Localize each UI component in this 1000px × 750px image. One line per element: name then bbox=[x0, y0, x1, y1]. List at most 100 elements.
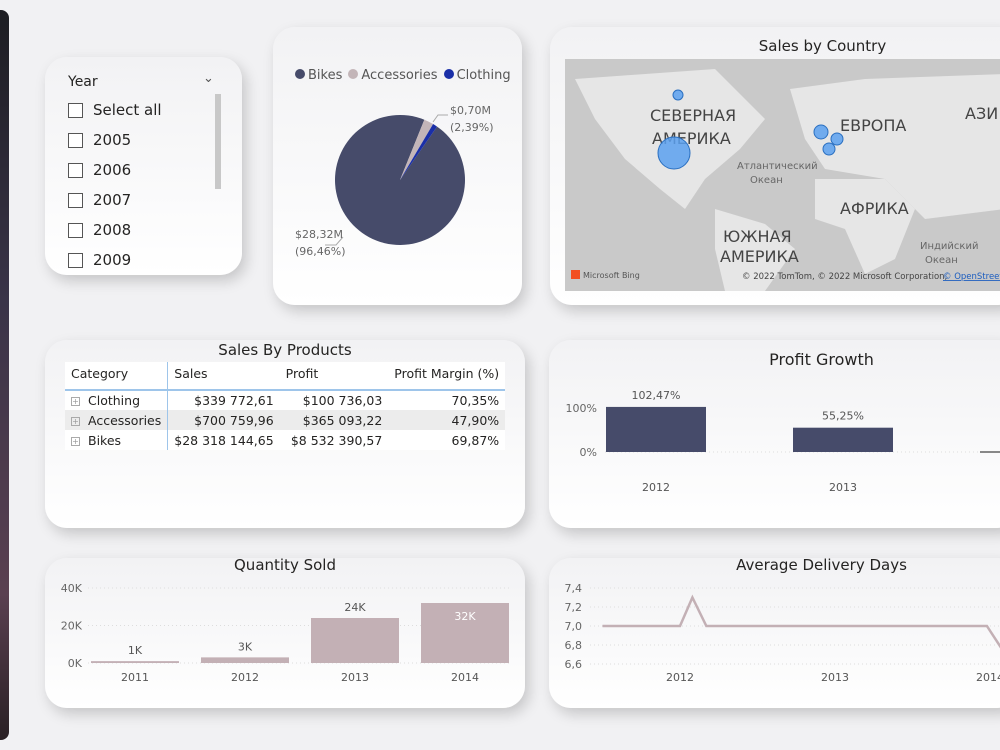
map-label: ЕВРОПА bbox=[840, 116, 906, 135]
bing-logo-icon bbox=[571, 270, 580, 279]
data-label: $28,32M bbox=[295, 228, 343, 241]
expand-icon[interactable]: + bbox=[71, 397, 80, 406]
value-cell: $8 532 390,57 bbox=[290, 432, 383, 448]
table-row[interactable]: + Clothing $339 772,61 $100 736,03 70,35% bbox=[65, 390, 505, 410]
category-cell-wrap: + Bikes bbox=[65, 430, 169, 450]
column-header[interactable]: Profit Margin (%) bbox=[388, 362, 506, 391]
chevron-down-icon[interactable]: ⌄ bbox=[203, 71, 214, 86]
value-cell: $28 318 144,65 bbox=[174, 432, 274, 448]
column-header[interactable]: Category bbox=[65, 362, 169, 391]
value-cell: $700 759,96 bbox=[167, 410, 280, 430]
pie-slice-bikes bbox=[334, 114, 465, 246]
quantity-card: Quantity Sold bbox=[45, 556, 525, 708]
checkbox[interactable] bbox=[68, 222, 83, 238]
pie-slice-clothing bbox=[400, 124, 438, 180]
table-row[interactable]: + Accessories $700 759,96 $365 093,22 47,90% bbox=[65, 410, 506, 430]
legend-item[interactable]: Accessories bbox=[348, 68, 438, 83]
sales-bubble bbox=[822, 142, 836, 156]
openstreetmap-link[interactable]: © OpenStreet bbox=[943, 272, 1000, 282]
legend-item[interactable]: Bikes bbox=[295, 68, 342, 83]
world-map[interactable]: СЕВЕРНАЯАМЕРИКАЕВРОПААЗИАФРИКАЮЖНАЯАМЕРИ… bbox=[565, 59, 1000, 291]
sidebar bbox=[0, 10, 9, 740]
column-header[interactable]: Profit bbox=[279, 362, 389, 391]
slicer-item-label: 2008 bbox=[93, 221, 132, 239]
map-label: ЮЖНАЯ bbox=[723, 227, 792, 246]
checkbox[interactable] bbox=[68, 252, 83, 268]
slicer-item-label: Select all bbox=[93, 101, 162, 119]
profit-growth-title: Profit Growth bbox=[769, 350, 874, 369]
legend-label: Bikes bbox=[308, 68, 343, 83]
expand-icon[interactable]: + bbox=[71, 416, 80, 426]
checkbox[interactable] bbox=[68, 132, 83, 148]
pie-slice-accessories bbox=[400, 119, 434, 180]
legend-dot-icon bbox=[295, 69, 305, 79]
slicer-title: Year bbox=[68, 74, 98, 90]
category-cell: Accessories bbox=[88, 412, 162, 428]
slicer-item[interactable]: 2009 bbox=[68, 245, 162, 275]
slicer-item-label: 2007 bbox=[93, 191, 132, 209]
leader-line bbox=[432, 114, 448, 123]
slicer-item-label: 2009 bbox=[93, 251, 132, 269]
map-label: АФРИКА bbox=[840, 199, 909, 218]
sales-bubble bbox=[830, 132, 844, 146]
value-cell: 47,90% bbox=[388, 410, 506, 430]
legend-item[interactable]: Clothing bbox=[443, 68, 511, 83]
category-cell: Clothing bbox=[88, 393, 141, 408]
checkbox[interactable] bbox=[68, 192, 83, 208]
data-label: $0,70M bbox=[450, 104, 491, 117]
category-cell-wrap: + Clothing bbox=[65, 390, 169, 410]
legend-label: Accessories bbox=[361, 68, 438, 83]
checkbox[interactable] bbox=[68, 162, 83, 178]
map-label: СЕВЕРНАЯ bbox=[650, 106, 736, 125]
map-card: Sales by Country СЕВЕРНАЯ АМЕРИКА ЕВРОПА АЗ… bbox=[550, 27, 1000, 305]
map-label: Океан bbox=[925, 255, 958, 266]
map-label: Атлантический bbox=[737, 161, 818, 172]
legend-dot-icon bbox=[348, 69, 359, 79]
value-cell: $339 772,61 bbox=[194, 393, 274, 408]
map-label: Океан bbox=[750, 175, 783, 186]
legend-label: Clothing bbox=[456, 68, 511, 83]
table-card: Sales By Products Category Sales Profit Pro… bbox=[45, 340, 525, 528]
slicer-item-label: 2006 bbox=[93, 161, 132, 179]
pie-legend: Bikes Accessories Clothing bbox=[295, 68, 511, 83]
slicer-item[interactable]: 2005 bbox=[68, 125, 162, 155]
profit-growth-card: Profit Growth bbox=[549, 340, 1000, 528]
landmass bbox=[715, 209, 795, 291]
checkbox[interactable] bbox=[68, 102, 83, 118]
delivery-card: Average Delivery Days bbox=[549, 556, 1000, 708]
slicer-item[interactable]: 2007 bbox=[68, 185, 162, 215]
column-header[interactable]: Sales bbox=[167, 362, 280, 391]
legend-dot-icon bbox=[443, 69, 454, 79]
map-copyright: © 2022 TomTom, © 2022 Microsoft Corporat… bbox=[742, 272, 947, 282]
products-table: Category Sales Profit Profit Margin (%) + Clo… bbox=[65, 362, 506, 450]
data-label-pct: (96,46%) bbox=[295, 245, 346, 258]
slicer-item[interactable]: Select all bbox=[68, 95, 162, 125]
slicer-item[interactable]: 2008 bbox=[68, 215, 162, 245]
leader-line bbox=[325, 236, 344, 246]
pie-chart: $0,70M (2,39%) $28,32M (96,46%) bbox=[295, 104, 494, 258]
value-cell: 69,87% bbox=[451, 432, 500, 448]
data-label-pct: (2,39%) bbox=[450, 121, 494, 134]
map-label: АМЕРИКА bbox=[720, 247, 799, 266]
table-row[interactable]: + Bikes $28 318 144,65 $8 532 390,57 69,87% bbox=[65, 430, 505, 450]
category-cell: Bikes bbox=[88, 432, 122, 448]
bing-logo: Microsoft Bing bbox=[583, 271, 640, 280]
table-title: Sales By Products bbox=[218, 341, 352, 359]
sales-bubble bbox=[672, 89, 684, 101]
year-slicer: Year ⌄ Select all 2005 2006 2007 2008 2009 bbox=[45, 57, 242, 275]
landmass bbox=[815, 179, 915, 274]
map-label: АЗИ bbox=[965, 104, 998, 123]
value-cell: 70,35% bbox=[451, 393, 500, 408]
expand-icon[interactable]: + bbox=[71, 436, 80, 446]
map-label: Индийский bbox=[920, 241, 978, 252]
pie-card: Bikes Accessories Clothing $0,70M (2,39%) $2… bbox=[273, 27, 522, 305]
sales-bubble bbox=[813, 124, 829, 140]
category-cell-wrap: + Accessories bbox=[65, 410, 169, 430]
slicer-scrollbar[interactable] bbox=[215, 94, 221, 189]
value-cell: $100 736,03 bbox=[302, 393, 383, 408]
slicer-item[interactable]: 2006 bbox=[68, 155, 162, 185]
delivery-title: Average Delivery Days bbox=[736, 556, 907, 574]
sales-bubble bbox=[657, 136, 691, 170]
slicer-item-label: 2005 bbox=[93, 131, 132, 149]
landmass bbox=[790, 74, 1000, 219]
